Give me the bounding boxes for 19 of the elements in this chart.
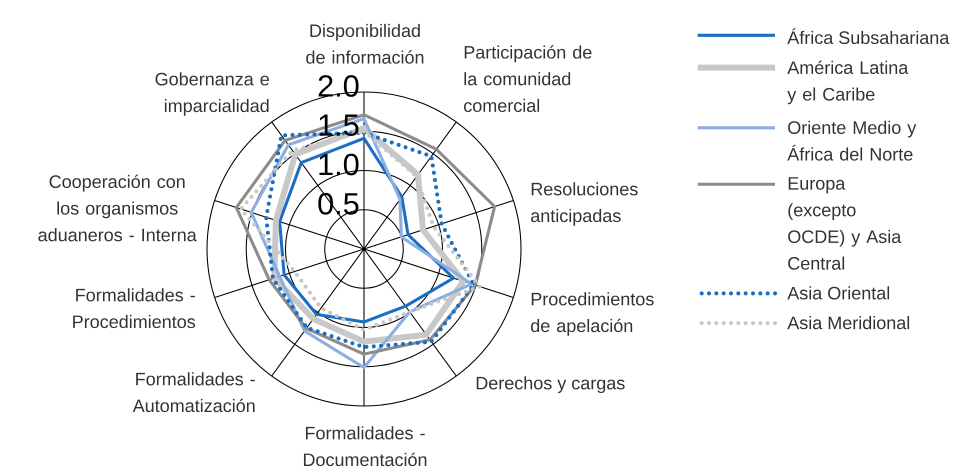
legend-label: Oriente Medio y África del Norte: [787, 120, 916, 161]
legend-label: Asia Oriental: [787, 286, 890, 300]
spoke-label: Gobernanza e imparcialidad: [156, 72, 269, 116]
legend-label: Europa (excepto OCDE) y Asia Central: [788, 177, 902, 270]
spoke-label: Disponibilidad de información: [306, 24, 424, 64]
legend-label: Asia Meridional: [787, 316, 910, 330]
spoke-label: Participación de la comunidad comercial: [464, 45, 592, 112]
spoke-label: Cooperación con los organismos aduaneros - Interna: [38, 174, 197, 242]
spoke-label: Resoluciones anticipadas: [531, 182, 638, 226]
y-tick-label: 1.5: [319, 114, 358, 136]
legend-label: América Latina y el Caribe: [787, 60, 908, 104]
spoke-label: Derechos y cargas: [476, 376, 625, 394]
legend-label: África Subsahariana: [787, 28, 950, 44]
spoke-label: Formalidades - Automatización: [132, 372, 255, 412]
spoke-label: Formalidades - Procedimientos: [73, 288, 196, 328]
y-tick-label: 2.0: [318, 75, 359, 97]
spoke-label: Procedimientos de apelación: [531, 292, 654, 336]
y-tick-label: 1.0: [319, 154, 359, 176]
spoke-label: Formalidades - Documentación: [304, 426, 426, 466]
